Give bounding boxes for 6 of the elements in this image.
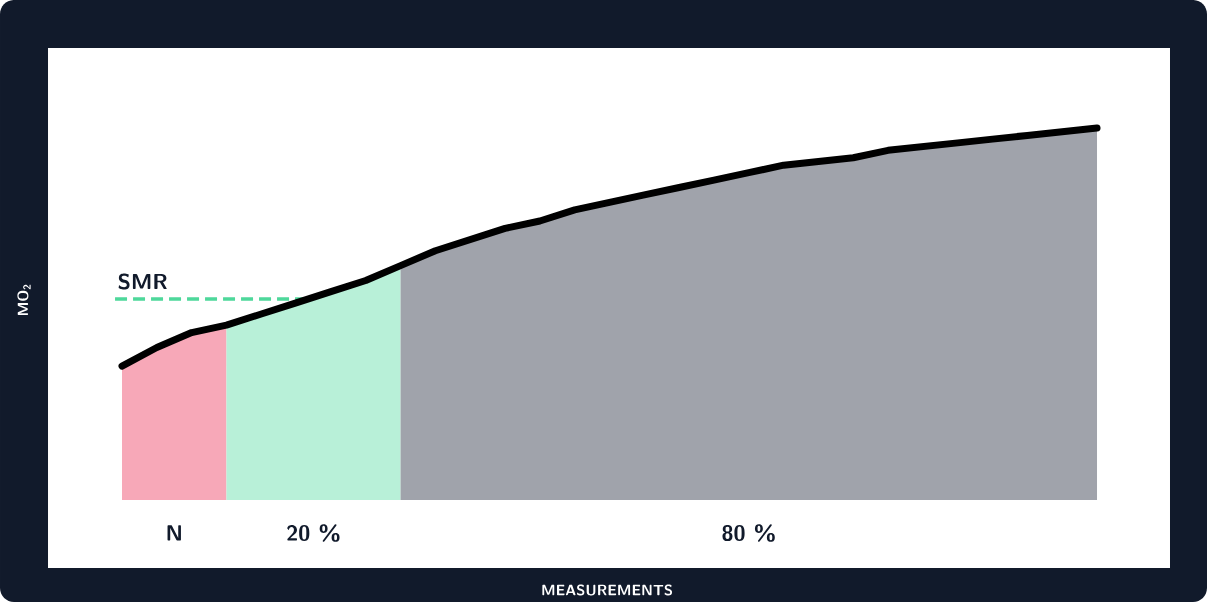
series-label: 80 % <box>722 524 775 542</box>
y-axis-title: MO$_{2}$ <box>17 284 31 315</box>
series-label: 20 % <box>287 524 340 542</box>
text: MEASUREMENTS <box>542 584 673 596</box>
series-label: N <box>167 525 181 541</box>
ref-line-label: SMR <box>118 273 167 290</box>
